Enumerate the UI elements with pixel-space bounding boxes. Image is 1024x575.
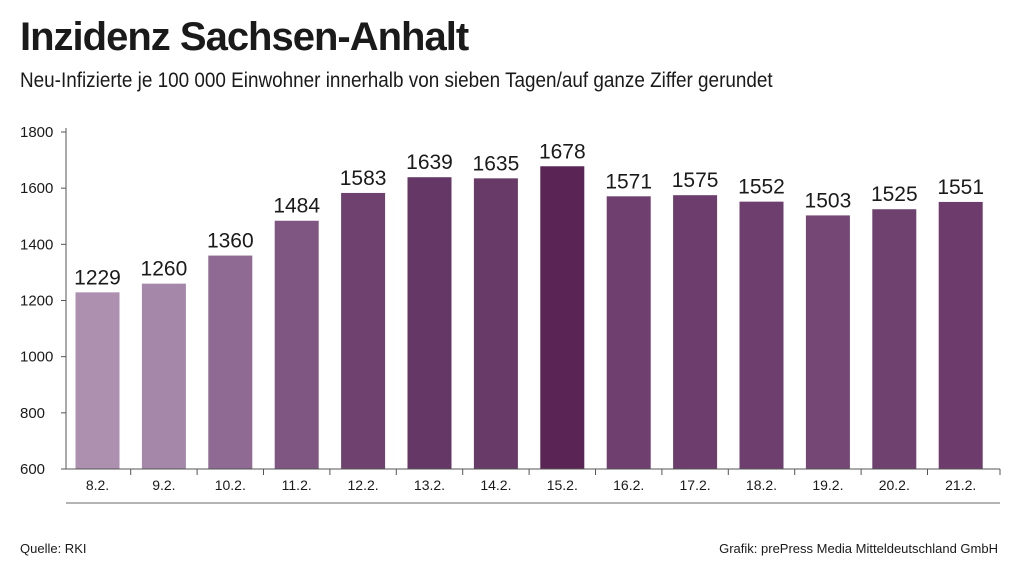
x-tick-label: 11.2. [282, 477, 312, 493]
data-label: 1639 [406, 151, 453, 174]
data-label: 1583 [340, 167, 387, 190]
y-tick-label: 1400 [20, 236, 53, 253]
data-label: 1503 [805, 189, 852, 212]
bar [938, 201, 983, 470]
data-label: 1229 [74, 266, 121, 289]
data-label: 1678 [539, 140, 586, 163]
bar [872, 209, 917, 469]
chart-subtitle: Neu-Infizierte je 100 000 Einwohner inne… [20, 69, 773, 92]
source-note: Quelle: RKI [20, 541, 87, 556]
data-label: 1571 [605, 170, 652, 193]
y-tick-label: 1800 [20, 124, 53, 141]
bar [606, 196, 651, 469]
y-tick-label: 1200 [20, 293, 53, 310]
data-label: 1260 [141, 258, 188, 281]
bar [141, 283, 186, 469]
data-label: 1551 [937, 176, 984, 199]
bar [341, 192, 386, 469]
bar [473, 178, 518, 469]
bar [407, 177, 452, 469]
x-tick-label: 14.2. [480, 477, 511, 493]
x-tick-label: 17.2. [680, 477, 711, 493]
y-tick-label: 800 [20, 405, 45, 422]
data-label: 1484 [273, 195, 320, 218]
bar [75, 292, 120, 469]
x-tick-label: 12.2. [348, 477, 379, 493]
x-tick-label: 13.2. [414, 477, 445, 493]
y-tick-label: 1600 [20, 180, 53, 197]
credit-note: Grafik: prePress Media Mitteldeutschland… [719, 541, 998, 556]
bar [208, 255, 253, 469]
y-tick-label: 600 [20, 461, 45, 478]
x-tick-label: 18.2. [746, 477, 777, 493]
x-tick-label: 15.2. [547, 477, 578, 493]
data-label: 1575 [672, 169, 719, 192]
bar [274, 220, 319, 469]
bar [540, 166, 585, 470]
data-label: 1552 [738, 176, 785, 199]
data-label: 1360 [207, 230, 254, 253]
bar [805, 215, 850, 469]
bar [739, 201, 784, 469]
x-tick-label: 21.2. [945, 477, 976, 493]
data-label: 1635 [473, 152, 520, 175]
y-tick-label: 1000 [20, 349, 53, 366]
x-tick-label: 9.2. [152, 477, 175, 493]
data-label: 1525 [871, 183, 918, 206]
x-tick-label: 8.2. [86, 477, 109, 493]
x-tick-label: 10.2. [215, 477, 246, 493]
bar [673, 195, 718, 469]
x-tick-label: 19.2. [812, 477, 843, 493]
chart-title: Inzidenz Sachsen-Anhalt [20, 15, 469, 59]
x-tick-label: 16.2. [613, 477, 644, 493]
x-tick-label: 20.2. [879, 477, 910, 493]
